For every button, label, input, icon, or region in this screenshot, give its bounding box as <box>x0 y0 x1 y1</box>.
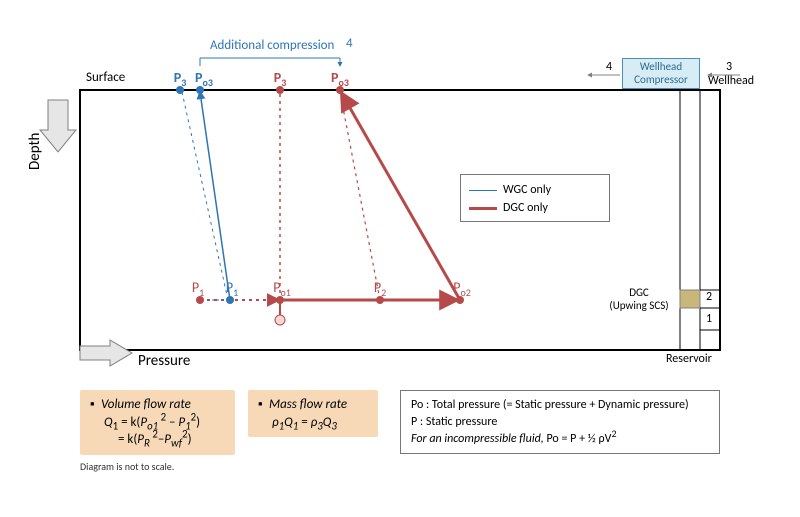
compressor-line1: Wellhead <box>627 61 695 74</box>
label-Po3r: Po3 <box>331 69 349 86</box>
additional-compression-label: Additional compression <box>210 38 334 53</box>
volume-line2: = k(PR 2–Pwf2) <box>90 431 225 449</box>
side-num-1: 1 <box>706 312 712 326</box>
pressure-axis-label: Pressure <box>138 352 190 370</box>
notes-l2: P : Static pressure <box>411 414 709 431</box>
wellhead-num-4: 4 <box>606 60 612 74</box>
compressor-line2: Compressor <box>627 74 695 87</box>
wellhead-label: Wellhead <box>708 74 754 88</box>
depth-axis-arrow <box>40 100 76 152</box>
label-Po3: Po3 <box>195 69 213 86</box>
footnote: Diagram is not to scale. <box>80 460 174 473</box>
legend-wgc: WGC only <box>469 181 601 199</box>
label-P1: P1 <box>192 279 204 296</box>
label-P3: P3 <box>174 69 187 86</box>
notes-l3: For an incompressible fluid, Po = P + ½ … <box>411 431 709 448</box>
label-Po2: Po2 <box>453 279 471 296</box>
legend-wgc-label: WGC only <box>503 183 551 197</box>
volume-flow-box: ▪ Volume flow rate Q1 = k(Po1 2 – P12) =… <box>80 390 235 455</box>
side-num-2: 2 <box>706 290 712 304</box>
label-Po1: Po1 <box>273 279 291 296</box>
volume-title: Volume flow rate <box>101 397 191 412</box>
label-P3r: P3 <box>274 69 287 86</box>
mass-flow-box: ▪ Mass flow rate ρ1Q1 = ρ3Q3 <box>248 390 378 437</box>
reservoir-label: Reservoir <box>666 352 712 366</box>
legend-dgc: DGC only <box>469 199 601 217</box>
wellhead-num-3: 3 <box>726 60 732 74</box>
mass-line1: ρ1Q1 = ρ3Q3 <box>258 414 368 432</box>
four-label: 4 <box>346 36 353 51</box>
dgc-side-label: DGC(Upwing SCS) <box>600 286 678 312</box>
notes-l1: Po : Total pressure (= Static pressure +… <box>411 397 709 414</box>
diagram-stage: Surface Depth Pressure Reservoir Additio… <box>0 0 800 517</box>
surface-label: Surface <box>86 70 125 85</box>
mass-title: Mass flow rate <box>269 397 347 412</box>
label-P2: P2 <box>374 279 386 296</box>
wellhead-compressor-box: Wellhead Compressor <box>622 58 700 89</box>
legend: WGC only DGC only <box>460 174 610 222</box>
label-P1b: P1 <box>226 279 238 296</box>
depth-axis-label: Depth <box>26 133 44 170</box>
legend-dgc-label: DGC only <box>503 201 548 215</box>
notes-box: Po : Total pressure (= Static pressure +… <box>400 390 720 454</box>
